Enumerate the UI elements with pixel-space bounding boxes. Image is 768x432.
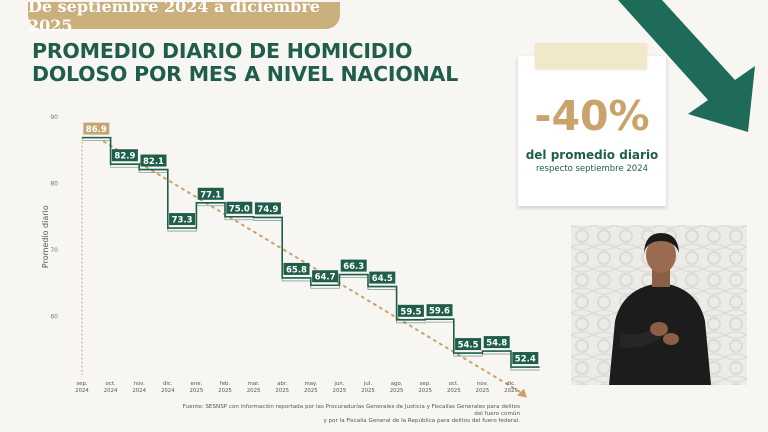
data-label-box <box>369 271 396 284</box>
stat-value: -40% <box>534 92 650 140</box>
data-label: 66.3 <box>343 262 364 272</box>
data-label-box <box>254 202 281 215</box>
data-label-box <box>283 262 310 275</box>
x-tick-year: 2025 <box>247 388 261 394</box>
x-tick-month: dic. <box>163 381 173 387</box>
data-label-box <box>426 304 453 317</box>
stat-card-tape <box>535 43 647 69</box>
x-tick-year: 2025 <box>218 388 232 394</box>
x-tick-month: oct. <box>106 381 116 387</box>
source-note: Fuente: SESNSP con información reportada… <box>180 404 520 425</box>
data-label-box <box>397 304 424 317</box>
x-tick-month: ene. <box>191 381 203 387</box>
data-label: 65.8 <box>286 265 307 275</box>
x-tick-year: 2025 <box>418 388 432 394</box>
data-label: 64.7 <box>315 273 336 283</box>
data-label: 59.6 <box>429 307 450 317</box>
x-tick-month: sep. <box>420 381 432 387</box>
data-label-box <box>140 154 167 167</box>
x-tick-year: 2025 <box>504 388 518 394</box>
data-label: 86.9 <box>86 125 107 135</box>
data-label: 52.4 <box>515 355 536 365</box>
title-line-1: PROMEDIO DIARIO DE HOMICIDIO <box>32 39 413 63</box>
data-label-box <box>455 338 482 351</box>
x-tick-year: 2025 <box>361 388 375 394</box>
x-tick-year: 2024 <box>161 388 175 394</box>
data-label: 82.1 <box>143 157 164 167</box>
sign-language-interpreter-video <box>571 225 747 385</box>
x-tick-month: mar. <box>248 381 260 387</box>
source-note-line-1: Fuente: SESNSP con información reportada… <box>182 404 520 417</box>
chart-title: PROMEDIO DIARIO DE HOMICIDIO DOLOSO POR … <box>32 40 502 86</box>
x-tick-month: jul. <box>363 381 372 387</box>
data-label: 77.1 <box>200 190 221 200</box>
x-tick-month: oct. <box>449 381 459 387</box>
date-range-text: De septiembre 2024 a diciembre 2025 <box>28 0 320 35</box>
y-tick-label: 70 <box>50 247 58 254</box>
x-tick-month: feb. <box>220 381 231 387</box>
data-label-box <box>83 122 110 135</box>
trend-arrowhead <box>517 388 527 398</box>
stat-label: del promedio diario <box>525 148 659 162</box>
x-tick-year: 2025 <box>275 388 289 394</box>
x-tick-month: sep. <box>76 381 88 387</box>
data-label: 59.5 <box>400 307 421 317</box>
date-range-badge: De septiembre 2024 a diciembre 2025 <box>28 0 340 35</box>
data-label-box <box>312 270 339 283</box>
data-label: 82.9 <box>114 152 135 162</box>
data-label-box <box>483 336 510 349</box>
x-tick-year: 2024 <box>132 388 146 394</box>
x-tick-month: may. <box>304 381 317 387</box>
data-label: 54.8 <box>486 339 507 349</box>
x-tick-year: 2024 <box>104 388 118 394</box>
y-tick-label: 90 <box>50 114 58 121</box>
x-tick-month: ago. <box>391 381 403 387</box>
x-tick-month: abr. <box>277 381 287 387</box>
interpreter-figure <box>571 225 747 385</box>
x-tick-year: 2025 <box>476 388 490 394</box>
x-tick-year: 2025 <box>390 388 404 394</box>
y-axis-label: Promedio diario <box>41 205 50 268</box>
x-tick-year: 2025 <box>333 388 347 394</box>
x-tick-year: 2025 <box>190 388 204 394</box>
title-line-2: DOLOSO POR MES A NIVEL NACIONAL <box>32 62 459 86</box>
x-tick-month: nov. <box>134 381 145 387</box>
data-label: 73.3 <box>172 216 193 226</box>
x-tick-month: jun. <box>333 381 344 387</box>
step-line-shadow <box>82 140 540 371</box>
x-tick-month: nov. <box>477 381 488 387</box>
data-label: 54.5 <box>458 341 479 351</box>
y-tick-label: 80 <box>50 181 58 188</box>
stat-sublabel: respecto septiembre 2024 <box>535 164 649 174</box>
data-label: 64.5 <box>372 274 393 284</box>
data-label-box <box>512 352 539 365</box>
x-tick-month: dic. <box>506 381 516 387</box>
step-line <box>82 136 540 368</box>
stat-card <box>518 56 666 206</box>
data-label: 74.9 <box>257 205 278 215</box>
data-label-box <box>197 187 224 200</box>
data-label-box <box>169 213 196 226</box>
data-label-box <box>111 149 138 162</box>
data-label-box <box>340 259 367 272</box>
data-label-box <box>226 201 253 214</box>
y-tick-label: 60 <box>50 314 58 321</box>
data-label: 75.0 <box>229 204 250 214</box>
x-tick-year: 2025 <box>304 388 318 394</box>
source-note-line-2: y por la Fiscalía General de la Repúblic… <box>323 418 520 424</box>
x-tick-year: 2024 <box>75 388 89 394</box>
x-tick-year: 2025 <box>447 388 461 394</box>
